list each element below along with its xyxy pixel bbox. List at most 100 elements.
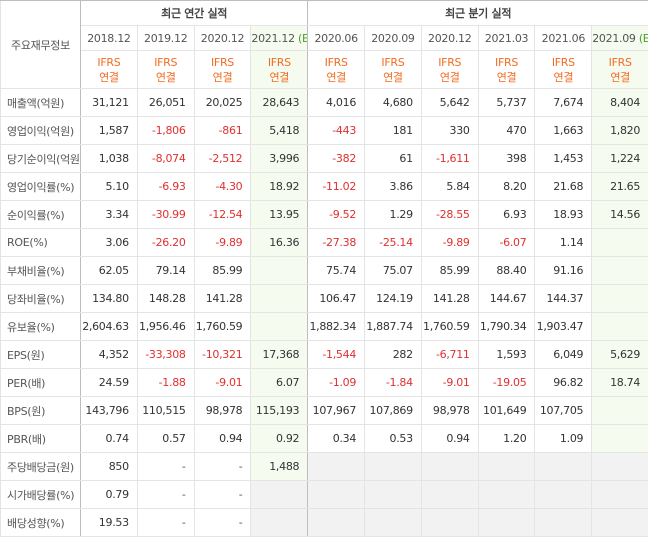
value-cell: 3.34 [80, 200, 138, 229]
basis-scope: 연결 [553, 70, 574, 84]
row-label: 시가배당률(%) [0, 480, 81, 509]
row-label: PBR(배) [0, 424, 81, 453]
value-cell: -6,711 [420, 340, 479, 369]
value-cell: 4,352 [80, 340, 138, 369]
period-header: 2021.09 (E) [591, 25, 648, 51]
empty-cell [250, 508, 309, 537]
accounting-basis: IFRS 연결 [534, 50, 593, 89]
value-cell: 101,649 [477, 396, 536, 425]
value-cell: 148.28 [136, 284, 195, 313]
empty-cell [591, 508, 648, 537]
value-cell: 141.28 [193, 284, 252, 313]
value-cell: 21.65 [591, 172, 648, 201]
basis-scope: 연결 [439, 70, 460, 84]
empty-cell [420, 480, 479, 509]
period-label: 2021.06 [541, 31, 586, 45]
period-label: 2020.06 [314, 31, 358, 45]
value-cell: 3.86 [364, 172, 422, 201]
value-cell: 398 [477, 144, 536, 173]
period-header: 2020.06 [307, 25, 366, 51]
value-cell: 1,224 [591, 144, 648, 173]
row-label: 매출액(억원) [0, 88, 81, 117]
value-cell: 107,869 [364, 396, 422, 425]
basis-scope: 연결 [610, 70, 630, 84]
value-cell: 18.74 [591, 368, 648, 397]
data-row: 순이익률(%) 3.34 -30.99 -12.54 13.95 -9.52 1.29 -28… [0, 200, 648, 229]
value-cell: 1,956.46 [136, 312, 195, 341]
value-cell: 1,790.34 [477, 312, 536, 341]
table-header: 주요재무정보 최근 연간 실적 최근 분기 실적 2018.12 2019.12 2020… [0, 0, 648, 89]
value-cell: -27.38 [307, 228, 366, 257]
data-row: 매출액(억원) 31,121 26,051 20,025 28,643 4,016 4,68… [0, 88, 648, 117]
value-cell: -443 [307, 116, 366, 145]
value-cell: 1.09 [534, 424, 593, 453]
value-cell: 5.84 [420, 172, 479, 201]
value-cell: -1,806 [136, 116, 195, 145]
value-cell: 330 [420, 116, 479, 145]
period-label: 2020.09 [371, 31, 415, 45]
value-cell: - [193, 452, 252, 481]
value-cell: 88.40 [477, 256, 536, 285]
value-cell: 124.19 [364, 284, 422, 313]
value-cell: - [193, 508, 252, 537]
empty-cell [591, 452, 648, 481]
table-body: 매출액(억원) 31,121 26,051 20,025 28,643 4,016 4,68… [0, 88, 648, 537]
empty-cell [591, 396, 648, 425]
value-cell: 17,368 [250, 340, 309, 369]
row-label: 영업이익(억원) [0, 116, 81, 145]
value-cell: 0.92 [250, 424, 309, 453]
value-cell: -4.30 [193, 172, 252, 201]
empty-cell [250, 256, 309, 285]
value-cell: 5,642 [420, 88, 479, 117]
value-cell: 3.06 [80, 228, 138, 257]
period-row: 2018.12 2019.12 2020.12 2021.12 (E) 2020.06 2… [1, 25, 648, 51]
value-cell: -9.89 [420, 228, 479, 257]
accounting-basis: IFRS 연결 [136, 50, 195, 89]
value-cell: 14.56 [591, 200, 648, 229]
value-cell: 1,453 [534, 144, 593, 173]
value-cell: 850 [80, 452, 138, 481]
value-cell: -861 [193, 116, 252, 145]
accounting-basis: IFRS 연결 [420, 50, 479, 89]
basis-standard: IFRS [154, 55, 178, 69]
row-label: 당좌비율(%) [0, 284, 81, 313]
value-cell: 1,587 [80, 116, 138, 145]
empty-cell [477, 508, 536, 537]
value-cell: 16.36 [250, 228, 309, 257]
value-cell: 31,121 [80, 88, 138, 117]
empty-cell [591, 284, 648, 313]
basis-scope: 연결 [155, 70, 176, 84]
value-cell: 1,887.74 [364, 312, 422, 341]
basis-standard: IFRS [551, 55, 575, 69]
header-row: 주요재무정보 최근 연간 실적 최근 분기 실적 [0, 0, 648, 89]
value-cell: 0.34 [307, 424, 366, 453]
value-cell: 144.37 [534, 284, 593, 313]
empty-cell [420, 508, 479, 537]
basis-scope: 연결 [269, 70, 290, 84]
period-header: 2021.06 [534, 25, 593, 51]
period-header: 2019.12 [136, 25, 195, 51]
row-label: 당기순이익(억원) [0, 144, 81, 173]
row-label: 영업이익률(%) [0, 172, 81, 201]
period-label: 2020.12 [428, 31, 472, 45]
data-row: 당좌비율(%) 134.80 148.28 141.28 106.47 124.19 141… [0, 284, 648, 313]
period-label: 2018.12 [87, 31, 131, 45]
value-cell: 19.53 [80, 508, 138, 537]
value-cell: -9.01 [193, 368, 252, 397]
data-row: 주당배당금(원) 850- -1,488 [0, 452, 648, 481]
value-cell: 75.07 [364, 256, 422, 285]
value-cell: -10,321 [193, 340, 252, 369]
value-cell: 79.14 [136, 256, 195, 285]
empty-cell [364, 452, 422, 481]
value-cell: 3,996 [250, 144, 309, 173]
value-cell: 5,737 [477, 88, 536, 117]
accounting-basis: IFRS 연결 [307, 50, 366, 89]
value-cell: -1.09 [307, 368, 366, 397]
value-cell: 6.93 [477, 200, 536, 229]
period-label: 2021.03 [484, 31, 529, 45]
value-cell: - [136, 508, 195, 537]
value-cell: 7,674 [534, 88, 593, 117]
value-cell: 1,882.34 [307, 312, 366, 341]
empty-cell [307, 508, 366, 537]
empty-cell [364, 508, 422, 537]
